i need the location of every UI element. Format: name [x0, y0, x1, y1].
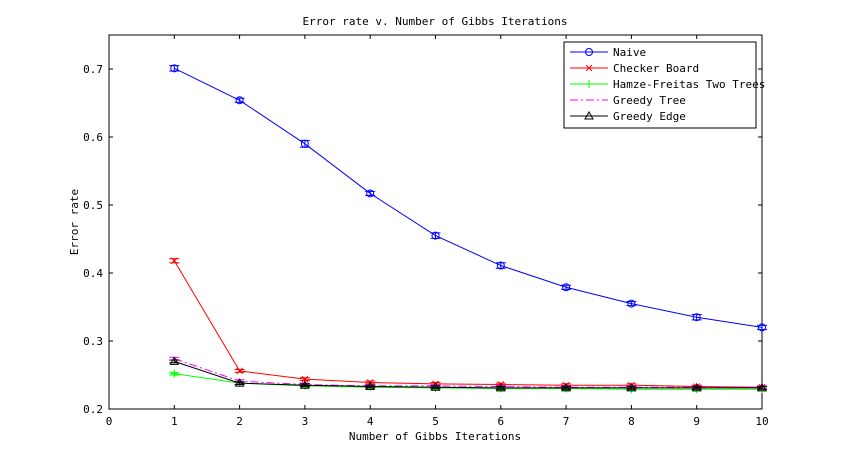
legend: Naive Checker Board Hamze-Freitas Two Tree… — [563, 41, 765, 129]
data-point-stroke — [236, 367, 243, 375]
y-tick-label: 0.3 — [83, 335, 103, 348]
data-point — [431, 231, 440, 240]
x-axis-label: Number of Gibbs Iterations — [349, 430, 521, 443]
x-tick-label: 4 — [367, 415, 374, 428]
data-point — [234, 378, 245, 387]
data-point — [495, 382, 506, 392]
data-point — [365, 381, 376, 391]
x-tick-label: 2 — [236, 415, 243, 428]
legend-entry: Checker Board — [570, 62, 699, 75]
data-point — [626, 382, 637, 392]
error-bar — [691, 313, 702, 321]
x-tick-label: 6 — [497, 415, 504, 428]
legend-marker — [585, 64, 593, 72]
x-tick-label: 5 — [432, 415, 439, 428]
x-tick-label: 3 — [302, 415, 309, 428]
data-point — [627, 299, 636, 308]
x-tick-label: 9 — [693, 415, 700, 428]
data-point — [691, 382, 702, 392]
x-tick-label: 8 — [628, 415, 635, 428]
y-tick-label: 0.7 — [83, 63, 103, 76]
y-tick-label: 0.6 — [83, 131, 103, 144]
x-tick-label: 10 — [755, 415, 768, 428]
x-tick-label: 7 — [563, 415, 570, 428]
data-point — [757, 382, 767, 392]
legend-marker — [585, 48, 593, 56]
legend-label: Greedy Tree — [613, 94, 686, 107]
data-point-stroke — [301, 375, 309, 383]
data-point — [301, 375, 309, 383]
data-point — [300, 380, 310, 389]
series-layer — [169, 64, 767, 394]
data-point-stroke — [170, 257, 178, 265]
data-point — [170, 64, 179, 73]
error-bar — [169, 65, 180, 72]
legend-entry: Greedy Edge — [570, 110, 686, 123]
series-4 — [169, 356, 767, 392]
data-point — [170, 369, 179, 378]
legend-entry: Hamze-Freitas Two Trees — [570, 78, 765, 91]
data-point — [236, 367, 243, 375]
data-point — [235, 96, 244, 105]
error-bar — [495, 262, 506, 269]
error-bar — [430, 232, 441, 239]
data-point — [496, 261, 505, 270]
series-line — [174, 67, 763, 328]
x-tick-label: 0 — [106, 415, 113, 428]
y-axis-label: Error rate — [68, 189, 81, 255]
series-line — [174, 360, 762, 389]
y-tick-label: 0.2 — [83, 403, 103, 416]
data-point — [430, 382, 441, 391]
data-point — [170, 257, 178, 265]
data-point — [561, 382, 571, 392]
legend-box — [563, 41, 757, 129]
legend-marker-stroke — [585, 64, 593, 72]
x-tick-label: 1 — [171, 415, 178, 428]
data-point — [300, 139, 309, 148]
data-point — [169, 356, 180, 365]
series-line — [173, 260, 763, 388]
axis-ticks: 0 1 2 3 4 5 6 7 8 9 10 0.2 0.3 0.4 0.5 0.6 0.7 — [83, 35, 769, 428]
data-point — [562, 283, 571, 292]
legend-entry: Greedy Tree — [570, 94, 686, 107]
y-tick-label: 0.5 — [83, 199, 103, 212]
legend-label: Hamze-Freitas Two Trees — [613, 78, 765, 91]
legend-marker — [585, 80, 593, 88]
y-tick-label: 0.4 — [83, 267, 103, 280]
legend-entry: Naive — [570, 46, 646, 59]
legend-label: Naive — [613, 46, 646, 59]
legend-label: Greedy Edge — [613, 110, 686, 123]
data-point — [366, 189, 375, 198]
legend-label: Checker Board — [613, 62, 699, 75]
series-line — [174, 358, 762, 388]
chart-title: Error rate v. Number of Gibbs Iterations — [303, 15, 568, 28]
series-0 — [169, 64, 767, 332]
data-point — [692, 313, 701, 322]
legend-marker — [584, 110, 594, 120]
data-point — [758, 323, 766, 332]
